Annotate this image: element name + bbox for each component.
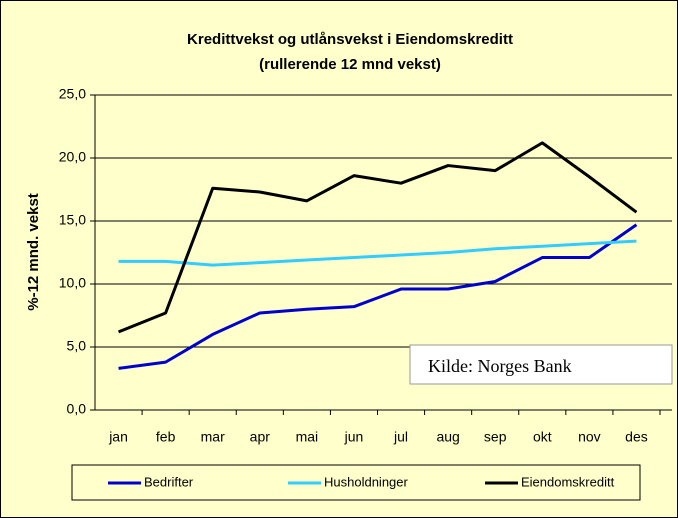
- y-tick-label: 20,0: [59, 149, 86, 165]
- y-tick-label: 0,0: [67, 401, 87, 417]
- x-tick-label: aug: [436, 429, 459, 445]
- chart-subtitle: (rullerende 12 mnd vekst): [259, 56, 441, 73]
- y-tick-label: 10,0: [59, 275, 86, 291]
- legend-label: Bedrifter: [144, 474, 194, 489]
- y-tick-label: 15,0: [59, 212, 86, 228]
- series-line: [118, 239, 637, 267]
- x-tick-label: des: [625, 429, 648, 445]
- series-line: [118, 223, 638, 370]
- legend-label: Eiendomskreditt: [521, 474, 615, 489]
- x-tick-label: okt: [533, 429, 552, 445]
- y-tick-label: 5,0: [67, 338, 87, 354]
- x-tick-label: mai: [296, 429, 319, 445]
- x-tick-label: jun: [344, 429, 364, 445]
- chart-title: Kredittvekst og utlånsvekst i Eiendomskr…: [187, 31, 513, 48]
- x-tick-label: apr: [250, 429, 271, 445]
- annotation: Kilde: Norges Bank: [428, 356, 572, 376]
- x-tick-label: jul: [393, 429, 408, 445]
- plot-area: 0,0 5,0 10,0 15,0 20,0 25,0 jan feb mar apr mai jun…: [59, 86, 672, 445]
- legend-label: Husholdninger: [324, 474, 409, 489]
- annotation-box: [409, 344, 673, 385]
- legend-box: [71, 464, 641, 501]
- x-tick-label: mar: [201, 429, 225, 445]
- x-tick-label: feb: [156, 429, 176, 445]
- series-line: [117, 141, 638, 334]
- x-tick-label: sep: [484, 429, 507, 445]
- y-axis-label: %-12 mnd. vekst: [25, 193, 42, 311]
- x-tick-label: nov: [578, 429, 601, 445]
- y-tick-label: 25,0: [59, 86, 86, 102]
- x-tick-label: jan: [108, 429, 128, 445]
